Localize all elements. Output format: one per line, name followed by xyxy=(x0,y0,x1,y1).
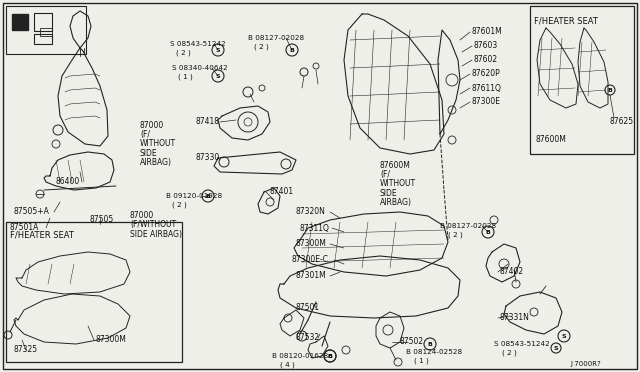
Text: SIDE AIRBAG): SIDE AIRBAG) xyxy=(130,230,182,238)
Text: S 08543-51242: S 08543-51242 xyxy=(494,341,550,347)
Text: B: B xyxy=(486,230,490,234)
Text: 86400: 86400 xyxy=(56,177,80,186)
Bar xyxy=(40,28,52,36)
Bar xyxy=(530,6,634,154)
Text: 87300E: 87300E xyxy=(472,97,501,106)
Text: 87331N: 87331N xyxy=(500,314,530,323)
Bar xyxy=(34,13,52,31)
Text: B 09120-01928: B 09120-01928 xyxy=(166,193,222,199)
Text: B: B xyxy=(428,341,433,346)
Bar xyxy=(12,14,28,30)
Text: ( 1 ): ( 1 ) xyxy=(178,74,193,80)
Text: 87402: 87402 xyxy=(500,267,524,276)
Text: 87625: 87625 xyxy=(610,118,634,126)
Text: 87330: 87330 xyxy=(196,154,220,163)
Text: J 7000R?: J 7000R? xyxy=(570,361,601,367)
Text: F/HEATER SEAT: F/HEATER SEAT xyxy=(534,16,598,25)
Text: 87505+A: 87505+A xyxy=(14,208,50,217)
Text: 87311Q: 87311Q xyxy=(300,224,330,232)
Text: B 08127-02028: B 08127-02028 xyxy=(248,35,304,41)
Text: 87620P: 87620P xyxy=(472,70,500,78)
Text: (F/: (F/ xyxy=(380,170,390,180)
Text: AIRBAG): AIRBAG) xyxy=(380,198,412,206)
Text: 87600M: 87600M xyxy=(536,135,567,144)
Text: 87501A: 87501A xyxy=(10,224,40,232)
Text: 87401: 87401 xyxy=(270,187,294,196)
Text: ( 4 ): ( 4 ) xyxy=(280,362,295,368)
Text: 87602: 87602 xyxy=(474,55,498,64)
Text: S: S xyxy=(562,334,566,339)
Text: 87501: 87501 xyxy=(296,304,320,312)
Text: WITHOUT: WITHOUT xyxy=(140,140,176,148)
Text: B: B xyxy=(205,193,211,199)
Text: 87611Q: 87611Q xyxy=(472,83,502,93)
Text: B: B xyxy=(328,353,332,359)
Text: (F/WITHOUT: (F/WITHOUT xyxy=(130,221,176,230)
Text: B 08124-02528: B 08124-02528 xyxy=(406,349,462,355)
Text: 87000: 87000 xyxy=(130,212,154,221)
Text: 87601M: 87601M xyxy=(472,28,503,36)
Text: B 08127-02028: B 08127-02028 xyxy=(440,223,496,229)
Bar xyxy=(6,6,86,54)
Text: ( 2 ): ( 2 ) xyxy=(172,202,187,208)
Text: 87600M: 87600M xyxy=(380,161,411,170)
Text: (F/: (F/ xyxy=(140,131,150,140)
Text: S: S xyxy=(216,74,220,78)
Text: WITHOUT: WITHOUT xyxy=(380,180,416,189)
Text: 87505: 87505 xyxy=(90,215,115,224)
Bar xyxy=(34,34,52,44)
Text: B: B xyxy=(607,87,612,93)
Text: S: S xyxy=(554,346,558,350)
Text: 87000: 87000 xyxy=(140,122,164,131)
Text: 87301M: 87301M xyxy=(296,272,327,280)
Text: 87320N: 87320N xyxy=(296,208,326,217)
Text: S: S xyxy=(216,48,220,52)
Text: B 08120-01628: B 08120-01628 xyxy=(272,353,328,359)
Text: SIDE: SIDE xyxy=(380,189,397,198)
Text: SIDE: SIDE xyxy=(140,148,157,157)
Text: S 08340-40642: S 08340-40642 xyxy=(172,65,228,71)
Text: 87502: 87502 xyxy=(400,337,424,346)
Bar xyxy=(6,222,182,362)
Text: 87300M: 87300M xyxy=(96,336,127,344)
Text: F/HEATER SEAT: F/HEATER SEAT xyxy=(10,230,74,239)
Text: 87325: 87325 xyxy=(14,346,38,355)
Text: 87300E-C: 87300E-C xyxy=(292,256,329,264)
Text: S 08543-51242: S 08543-51242 xyxy=(170,41,226,47)
Text: 87603: 87603 xyxy=(474,42,499,51)
Text: 87300M: 87300M xyxy=(296,240,327,248)
Text: B: B xyxy=(328,353,332,359)
Text: AIRBAG): AIRBAG) xyxy=(140,157,172,167)
Text: ( 2 ): ( 2 ) xyxy=(502,350,516,356)
Text: 87532: 87532 xyxy=(296,334,320,343)
Text: 87418: 87418 xyxy=(196,118,220,126)
Text: ( 2 ): ( 2 ) xyxy=(176,50,191,56)
Text: ( 1 ): ( 1 ) xyxy=(414,358,429,364)
Text: ( 2 ): ( 2 ) xyxy=(448,232,463,238)
Text: B: B xyxy=(289,48,294,52)
Text: ( 2 ): ( 2 ) xyxy=(254,44,269,50)
